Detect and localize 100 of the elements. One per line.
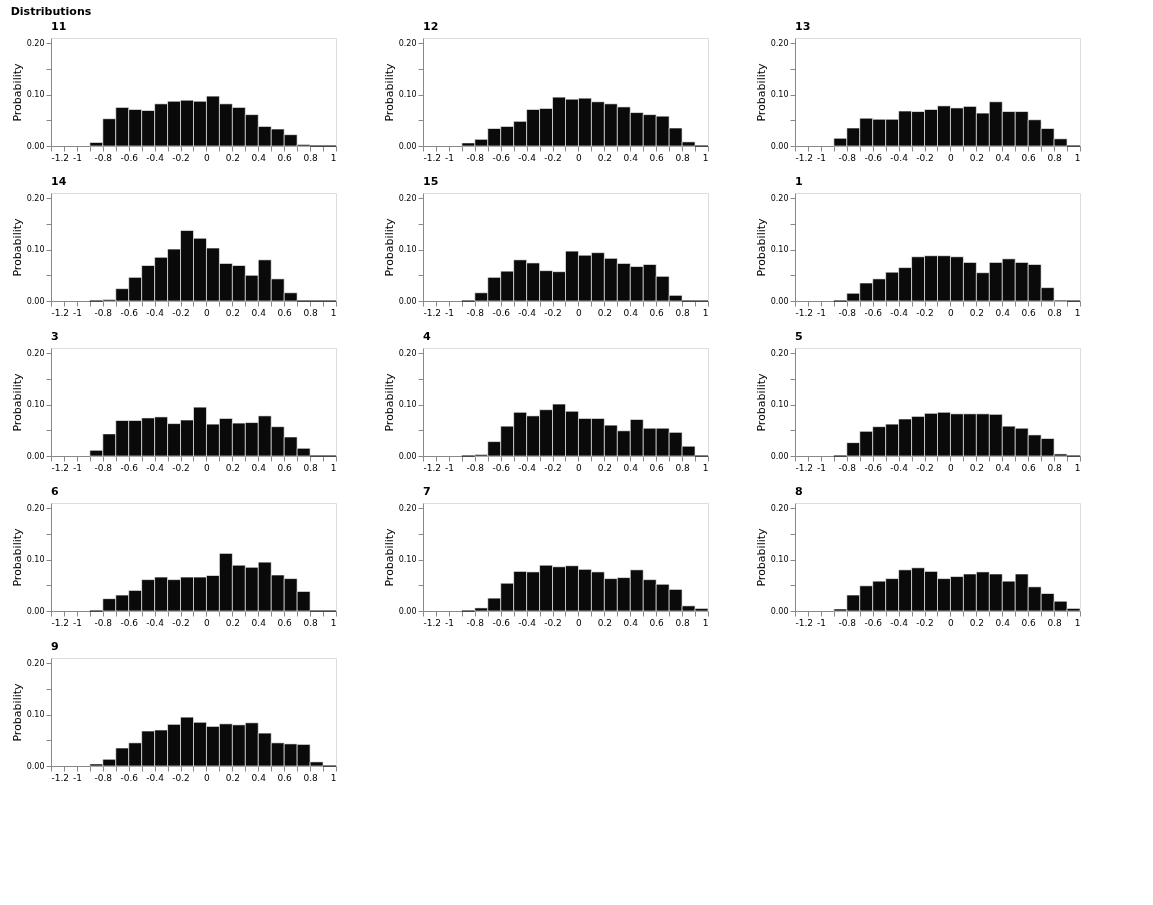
text: Distributions [10, 4, 92, 18]
x-tick-label: -0.2 [544, 152, 562, 163]
x-tick-label: -0.8 [94, 307, 113, 318]
chart-title: 8 [795, 485, 803, 498]
x-tick-label: 0 [948, 617, 955, 628]
x-tick-label: 0.2 [969, 307, 985, 318]
x-tick-label: 0.4 [623, 617, 639, 628]
x-tick-label: -0.4 [518, 307, 537, 318]
y-axis-title: Probability [10, 217, 24, 277]
x-tick-label: 0.6 [649, 152, 665, 163]
x-tick-label: -0.2 [172, 617, 190, 628]
x-tick-label: -0.8 [838, 152, 857, 163]
y-axis-title: Probability [10, 682, 24, 742]
x-tick-label: -0.4 [146, 462, 165, 473]
x-tick-label: -1 [72, 307, 82, 318]
x-tick-label: 0.6 [277, 152, 293, 163]
chart-title: 12 [423, 20, 439, 33]
x-tick-label: 0.8 [1047, 617, 1063, 628]
x-tick-label: -0.6 [864, 617, 883, 628]
x-tick-label: -1 [72, 772, 82, 783]
x-tick-label: -0.2 [916, 307, 934, 318]
x-tick-label: 0 [204, 772, 211, 783]
x-tick-label: 0 [204, 152, 211, 163]
x-tick-label: -0.2 [172, 307, 190, 318]
x-tick-label: 0.8 [303, 617, 319, 628]
x-tick-label: -0.4 [518, 617, 537, 628]
x-tick-label: 0.2 [597, 307, 613, 318]
x-tick-label: 0.4 [995, 462, 1011, 473]
y-tick-label: 0.20 [398, 503, 417, 513]
y-tick-label: 0.20 [770, 38, 789, 48]
y-tick-label: 0.10 [26, 400, 45, 410]
x-tick-label: 0.2 [225, 307, 241, 318]
x-tick-label: -1.2 [795, 307, 814, 318]
x-tick-label: -1 [72, 617, 82, 628]
x-tick-label: 1 [702, 462, 709, 473]
y-tick-label: 0.00 [26, 451, 45, 461]
x-tick-label: 0.8 [1047, 152, 1063, 163]
x-tick-label: -1.2 [423, 462, 442, 473]
x-tick-label: 0.6 [277, 617, 293, 628]
y-axis-title: Probability [382, 527, 396, 587]
x-tick-label: 0 [948, 462, 955, 473]
x-tick-label: 0.2 [597, 152, 613, 163]
x-tick-label: 0.6 [649, 307, 665, 318]
y-tick-label: 0.10 [770, 245, 789, 255]
x-tick-label: -1.2 [795, 462, 814, 473]
x-tick-label: -1 [816, 617, 826, 628]
x-tick-label: 0.2 [969, 462, 985, 473]
x-tick-label: 0.8 [1047, 307, 1063, 318]
chart-title: 7 [423, 485, 431, 498]
x-tick-label: -1 [816, 307, 826, 318]
x-tick-label: -0.2 [544, 307, 562, 318]
x-tick-label: -0.8 [94, 462, 113, 473]
x-tick-label: 0.8 [675, 462, 691, 473]
x-tick-label: -0.4 [890, 462, 909, 473]
x-tick-label: -0.4 [146, 152, 165, 163]
x-tick-label: 0 [204, 462, 211, 473]
x-tick-label: 1 [702, 152, 709, 163]
x-tick-label: 1 [330, 617, 337, 628]
y-tick-label: 0.00 [770, 451, 789, 461]
x-tick-label: 0.8 [303, 462, 319, 473]
x-tick-label: -1.2 [51, 152, 70, 163]
x-tick-label: 0.6 [649, 462, 665, 473]
x-tick-label: -0.4 [146, 772, 165, 783]
x-tick-label: -0.2 [916, 152, 934, 163]
chart-title: 9 [51, 640, 59, 653]
x-tick-label: -0.8 [838, 617, 857, 628]
x-tick-label: -0.6 [120, 772, 139, 783]
x-tick-label: -0.4 [518, 152, 537, 163]
x-tick-label: -1.2 [51, 307, 70, 318]
x-tick-label: 0.4 [623, 462, 639, 473]
y-tick-label: 0.20 [398, 193, 417, 203]
x-tick-label: -0.4 [146, 617, 165, 628]
x-tick-label: -0.2 [544, 617, 562, 628]
y-tick-label: 0.00 [398, 296, 417, 306]
x-tick-label: 0.6 [277, 772, 293, 783]
x-tick-label: 0 [576, 617, 583, 628]
x-tick-label: 0.4 [251, 772, 267, 783]
chart-title: 13 [795, 20, 811, 33]
y-tick-label: 0.20 [398, 348, 417, 358]
y-tick-label: 0.20 [26, 348, 45, 358]
y-tick-label: 0.10 [770, 555, 789, 565]
chart-title: 1 [795, 175, 803, 188]
x-tick-label: 0.8 [675, 152, 691, 163]
x-tick-label: -0.2 [172, 152, 190, 163]
x-tick-label: -1 [816, 152, 826, 163]
y-tick-label: 0.00 [398, 606, 417, 616]
x-tick-label: -0.8 [466, 462, 485, 473]
x-tick-label: -0.4 [890, 307, 909, 318]
x-tick-label: 0.2 [969, 152, 985, 163]
x-tick-label: 0 [204, 617, 211, 628]
x-tick-label: 0.2 [225, 462, 241, 473]
x-tick-label: 0.8 [303, 307, 319, 318]
x-tick-label: 0.2 [225, 772, 241, 783]
x-tick-label: 0.8 [303, 152, 319, 163]
y-tick-label: 0.10 [398, 400, 417, 410]
x-tick-label: -0.6 [864, 307, 883, 318]
x-tick-label: 0 [576, 307, 583, 318]
x-tick-label: 0.4 [623, 152, 639, 163]
y-tick-label: 0.00 [770, 141, 789, 151]
x-tick-label: 0.4 [995, 307, 1011, 318]
